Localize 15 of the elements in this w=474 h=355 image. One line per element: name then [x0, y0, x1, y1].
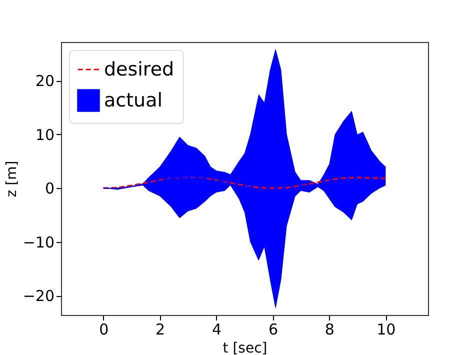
- x-tick-label: 8: [324, 320, 334, 338]
- x-tick-label: 10: [376, 320, 396, 338]
- x-tick-label: 0: [99, 320, 109, 338]
- x-tick-label: 2: [156, 320, 166, 338]
- y-axis-title: z [m]: [4, 160, 20, 198]
- legend-label: desired: [104, 58, 174, 80]
- y-tick-label: 10: [35, 126, 54, 144]
- y-tick-label: 0: [44, 180, 54, 198]
- x-tick-label: 6: [268, 320, 278, 338]
- x-tick-label: 4: [212, 320, 222, 338]
- legend-label: actual: [104, 90, 163, 112]
- x-axis-title: t [sec]: [222, 340, 268, 355]
- y-tick-label: 20: [35, 72, 54, 90]
- y-tick-label: −10: [22, 233, 54, 252]
- y-tick-label: −20: [22, 287, 54, 306]
